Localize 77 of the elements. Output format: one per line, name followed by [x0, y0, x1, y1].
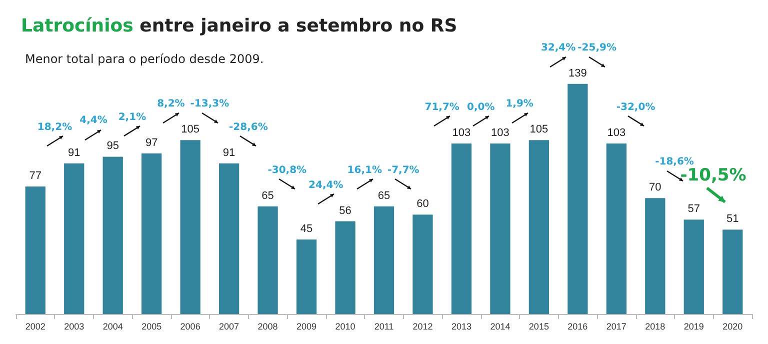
bar: [606, 143, 626, 314]
x-tick-label: 2008: [258, 322, 278, 332]
data-label: 105: [181, 124, 200, 136]
annotation: -10,5%: [680, 166, 746, 186]
x-tick-label: 2007: [219, 322, 240, 332]
x-tick-label: 2003: [64, 322, 84, 332]
data-label: 103: [452, 126, 471, 139]
chart-subtitle: Menor total para o período desde 2009.: [25, 52, 264, 66]
x-tick-label: 2002: [25, 322, 46, 332]
x-tick-label: 2019: [684, 322, 704, 332]
x-tick-label: 2018: [645, 322, 666, 332]
text: -25,9%: [578, 42, 616, 54]
x-tick-label: 2012: [412, 322, 433, 332]
bar: [528, 140, 550, 314]
bar: [374, 206, 394, 314]
bar: [335, 221, 356, 314]
bar: [451, 143, 472, 314]
data-label: 97: [145, 136, 158, 149]
x-tick-label: 2014: [490, 322, 510, 332]
x-tick-label: 2010: [335, 322, 356, 332]
bar: [684, 220, 704, 314]
bar: [490, 143, 510, 314]
bar: [64, 163, 84, 314]
annotation: 1,9%: [506, 98, 534, 110]
data-label: 103: [607, 126, 626, 139]
x-tick-label: 2011: [374, 322, 394, 332]
x-tick-label: 2017: [606, 322, 626, 332]
bar: [218, 163, 240, 314]
data-label: 139: [568, 67, 587, 80]
bar: [645, 198, 666, 314]
bar: [25, 186, 46, 314]
data-label: 91: [68, 146, 80, 159]
data-label: 45: [300, 223, 313, 235]
data-label: 65: [262, 190, 274, 202]
data-label: 65: [378, 190, 390, 202]
annotation: 16,1%: [347, 164, 382, 176]
annotation: 24,4%: [308, 180, 344, 191]
bar: [568, 84, 588, 314]
annotation: -13,3%: [190, 98, 230, 110]
annotation: -30,8%: [268, 164, 307, 176]
annotation: 0,0%: [466, 102, 495, 113]
annotation: -32,0%: [616, 102, 656, 113]
x-tick-label: 2020: [722, 322, 743, 332]
bar: [258, 206, 278, 314]
x-tick-label: 2015: [528, 322, 549, 332]
annotation: 71,7%: [424, 102, 460, 113]
bar: [296, 240, 317, 314]
chart-title: Latrocínios entre janeiro a setembro no RS: [21, 16, 458, 36]
x-tick-label: 2013: [451, 322, 472, 332]
bar: [102, 156, 123, 314]
x-tick-label: 2016: [568, 322, 588, 332]
x-tick-label: 2006: [180, 322, 200, 332]
bar: [412, 214, 433, 314]
data-label: 70: [649, 182, 662, 194]
data-label: 91: [222, 146, 236, 159]
bar: [722, 230, 743, 314]
annotation: 4,4%: [80, 115, 108, 126]
data-label: 51: [726, 213, 739, 226]
annotation: -28,6%: [229, 122, 268, 133]
data-label: 103: [491, 126, 510, 139]
annotation: 8,2%: [157, 98, 185, 110]
data-label: 56: [339, 204, 352, 217]
bar: [142, 153, 162, 314]
data-label: 57: [688, 203, 700, 216]
x-tick-label: 2004: [102, 322, 123, 332]
bar: [180, 140, 200, 314]
data-label: 77: [29, 170, 42, 182]
x-tick-label: 2005: [142, 322, 162, 332]
data-label: 105: [530, 124, 548, 136]
x-tick-label: 2009: [296, 322, 317, 332]
data-label: 95: [106, 140, 119, 152]
text: 32,4%: [540, 42, 576, 54]
annotation: 18,2%: [37, 122, 72, 133]
annotation: -7,7%: [387, 164, 420, 176]
annotation: -18,6%: [655, 156, 694, 168]
annotation: 2,1%: [118, 112, 146, 123]
data-label: 60: [416, 198, 429, 210]
